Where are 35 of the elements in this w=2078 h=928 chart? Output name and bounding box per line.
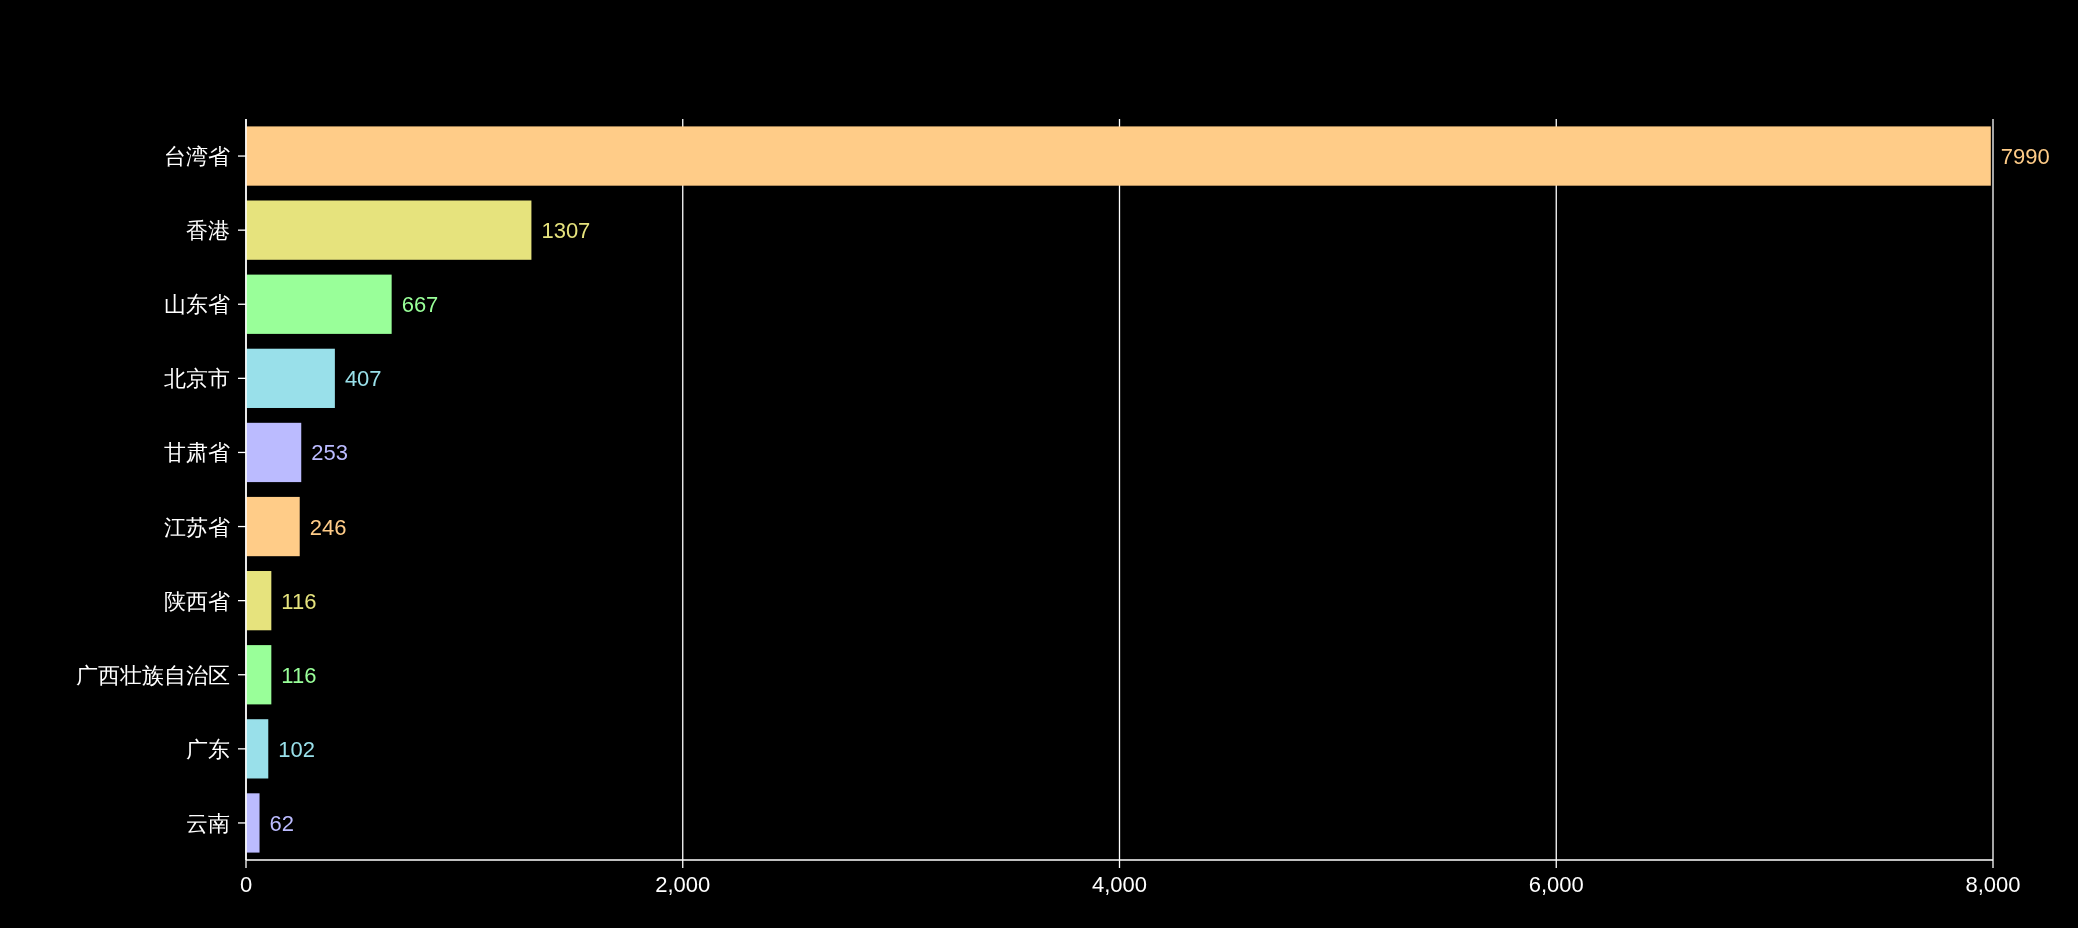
y-tick-label: 江苏省: [164, 514, 230, 540]
y-tick-label: 甘肃省: [164, 440, 230, 466]
bar: [246, 348, 335, 408]
y-tick-label: 云南: [186, 810, 230, 836]
data-label: 62: [269, 810, 295, 836]
bar: [246, 200, 532, 260]
y-tick-label: 广东: [186, 736, 230, 762]
y-tick-label: 山东省: [164, 292, 230, 318]
x-tick-label: 0: [239, 872, 253, 897]
data-label: 407: [344, 366, 382, 392]
bar: [246, 126, 1991, 186]
data-label: 246: [309, 514, 347, 540]
data-label: 116: [281, 662, 317, 688]
x-tick-label: 6,000: [1528, 872, 1584, 897]
x-tick-label: 2,000: [655, 872, 711, 897]
y-tick-label: 北京市: [164, 366, 230, 392]
bar: [246, 274, 392, 334]
bar: [246, 496, 300, 557]
data-label: 7990: [2000, 144, 2050, 170]
y-tick-label: 香港: [186, 218, 230, 244]
data-label: 253: [311, 440, 348, 466]
bar: [246, 645, 272, 705]
y-tick-label: 陕西省: [164, 588, 230, 614]
y-tick-label: 广西壮族自治区: [76, 662, 230, 688]
data-label: 1307: [541, 218, 591, 244]
data-label: 667: [401, 292, 439, 318]
x-tick-label: 8,000: [1965, 872, 2021, 897]
data-label: 116: [281, 588, 317, 614]
bar: [246, 422, 302, 483]
data-label: 102: [278, 736, 315, 762]
y-tick-label: 台湾省: [164, 144, 230, 170]
x-tick-label: 4,000: [1091, 872, 1148, 897]
bar: [246, 719, 269, 779]
bar: [246, 793, 260, 853]
bar: [246, 571, 272, 631]
